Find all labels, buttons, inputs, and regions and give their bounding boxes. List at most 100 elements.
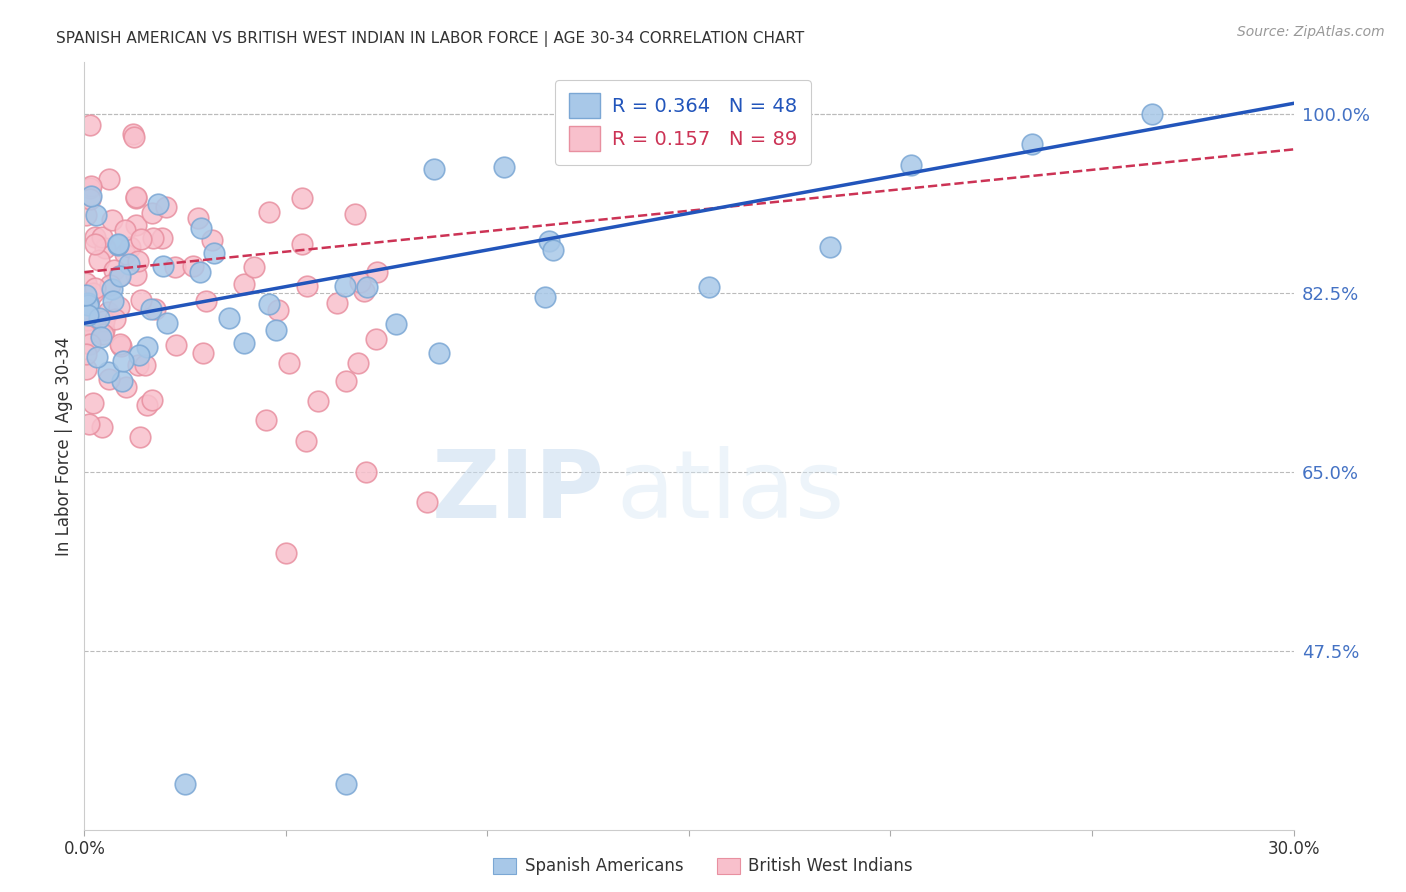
Point	[127, 254, 149, 268]
Point	[90, 330, 112, 344]
Point	[136, 398, 159, 412]
Point	[538, 234, 561, 248]
Point	[125, 190, 148, 204]
Point	[202, 246, 225, 260]
Point	[146, 197, 169, 211]
Point	[122, 127, 145, 141]
Point	[89, 310, 111, 325]
Point	[125, 218, 148, 232]
Point	[114, 222, 136, 236]
Point	[97, 305, 120, 319]
Point	[124, 268, 146, 283]
Point	[152, 259, 174, 273]
Point	[101, 213, 124, 227]
Point	[150, 231, 173, 245]
Point	[108, 268, 131, 283]
Point	[98, 277, 121, 292]
Point	[87, 253, 110, 268]
Point	[335, 776, 357, 790]
Point	[75, 362, 97, 376]
Point	[259, 205, 281, 219]
Point	[307, 393, 329, 408]
Point	[356, 465, 378, 479]
Point	[423, 162, 446, 177]
Point	[93, 313, 115, 327]
Point	[98, 372, 121, 386]
Point	[111, 354, 134, 368]
Point	[91, 229, 114, 244]
Point	[181, 259, 204, 273]
Point	[110, 339, 132, 353]
Point	[155, 200, 177, 214]
Point	[107, 236, 129, 251]
Point	[79, 118, 101, 132]
Point	[80, 179, 103, 194]
Point	[84, 208, 107, 222]
Point	[114, 247, 136, 261]
Point	[77, 293, 100, 308]
Point	[75, 328, 97, 343]
Point	[83, 230, 105, 244]
Point	[165, 337, 187, 351]
Point	[77, 296, 100, 310]
Point	[195, 293, 218, 308]
Point	[93, 323, 115, 337]
Point	[429, 345, 451, 359]
Point	[77, 297, 100, 311]
Point	[174, 776, 197, 790]
Point	[142, 231, 165, 245]
Point	[141, 206, 163, 220]
Point	[335, 375, 357, 389]
Point	[108, 337, 131, 351]
Point	[125, 191, 148, 205]
Point	[366, 265, 388, 279]
Point	[75, 288, 97, 302]
Text: atlas: atlas	[616, 446, 845, 538]
Y-axis label: In Labor Force | Age 30-34: In Labor Force | Age 30-34	[55, 336, 73, 556]
Point	[233, 336, 256, 351]
Point	[163, 260, 186, 274]
Point	[141, 392, 163, 407]
Point	[347, 356, 370, 370]
Point	[91, 420, 114, 434]
Point	[76, 313, 98, 327]
Text: ZIP: ZIP	[432, 446, 605, 538]
Point	[135, 340, 157, 354]
Point	[257, 297, 280, 311]
Point	[541, 244, 564, 258]
Point	[75, 277, 97, 291]
Point	[97, 171, 120, 186]
Point	[349, 275, 371, 289]
Point	[353, 284, 375, 298]
Point	[101, 282, 124, 296]
Point	[190, 265, 212, 279]
Point	[190, 220, 212, 235]
Point	[264, 323, 287, 337]
Point	[277, 356, 299, 370]
Point	[128, 348, 150, 362]
Point	[86, 351, 108, 365]
Legend: R = 0.364   N = 48, R = 0.157   N = 89: R = 0.364 N = 48, R = 0.157 N = 89	[555, 79, 810, 165]
Point	[77, 417, 100, 431]
Point	[143, 302, 166, 317]
Point	[333, 279, 356, 293]
Point	[697, 280, 720, 294]
Point	[818, 239, 841, 253]
Point	[127, 359, 149, 373]
Point	[79, 192, 101, 206]
Point	[120, 240, 142, 254]
Point	[193, 346, 215, 360]
Point	[111, 374, 134, 388]
Text: Source: ZipAtlas.com: Source: ZipAtlas.com	[1237, 25, 1385, 39]
Point	[103, 312, 125, 326]
Point	[79, 320, 101, 334]
Point	[82, 396, 104, 410]
Point	[84, 281, 107, 295]
Point	[267, 303, 290, 318]
Point	[156, 316, 179, 330]
Point	[1021, 137, 1043, 152]
Point	[80, 188, 103, 202]
Text: SPANISH AMERICAN VS BRITISH WEST INDIAN IN LABOR FORCE | AGE 30-34 CORRELATION C: SPANISH AMERICAN VS BRITISH WEST INDIAN …	[56, 31, 804, 47]
Point	[118, 257, 141, 271]
Point	[79, 336, 101, 351]
